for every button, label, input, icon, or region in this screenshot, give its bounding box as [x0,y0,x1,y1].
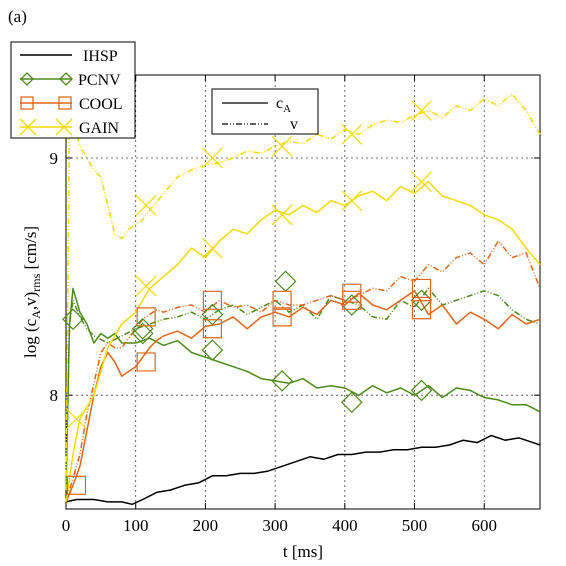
marker-gain [341,123,363,145]
marker-cool [342,290,362,310]
y-axis-label-sub-a: A [29,310,43,319]
marker-pcnv [340,391,363,414]
marker-cool [202,319,222,339]
marker-pcnv [201,303,224,326]
marker-cool [272,307,292,327]
legend-models-box [10,41,136,139]
marker-gain [135,275,157,297]
marker-gain [411,100,432,121]
marker-pcnv [201,339,224,361]
marker-cool [202,290,222,310]
legend-gain-cross [19,118,73,136]
y-tick-label: 8 [50,386,59,405]
series-line-gain-ca [65,180,541,503]
y-axis-label-sub-rms: rms [29,273,43,291]
legend-cool-square [20,96,72,110]
legend-pcnv-diamond [20,72,73,86]
marker-pcnv [274,270,297,293]
marker-gain [271,135,293,157]
legend-v-label: v [290,116,298,133]
legend-models: IHSP PCNV COOL GAIN [10,41,136,139]
legend-ca-label: cA [276,95,291,115]
legend-quantities: cA v [211,88,319,135]
marker-gain [66,408,87,430]
x-tick-label: 300 [262,516,288,535]
marker-cool [411,278,432,299]
marker-cool [136,352,156,372]
marker-pcnv [62,308,84,331]
y-axis-label-mid: ,v) [21,292,40,310]
y-axis-label: log (cA,v)rms [cm/s] [21,226,43,358]
x-tick-label: 200 [193,516,219,535]
legend-pcnv-label: PCNV [78,72,121,89]
axis-ticks: 0 100 200 300 400 500 600 8 9 [50,75,540,535]
plot-frame [65,74,541,510]
series-line-pcnv-ca [65,287,541,491]
series-line-cool-ca [65,290,541,503]
marker-gain [201,237,223,259]
legend-quantities-box [211,88,319,135]
series-line-gain-v [65,93,541,491]
marker-gain [271,204,293,226]
marker-gain [135,195,157,216]
legend-gain-label: GAIN [79,120,119,137]
marker-pcnv [410,379,433,402]
marker-pcnv [271,370,293,392]
marker-cool [272,290,292,310]
x-axis-label: t [ms] [283,542,323,561]
x-tick-label: 600 [471,516,497,535]
y-axis-label-units: [cm/s] [21,226,40,274]
series-line-ihsp-ca [65,434,541,506]
series-line-cool-v [65,240,541,503]
x-tick-label: 400 [332,516,358,535]
y-axis-label-main: log (c [21,318,40,358]
marker-gain [201,147,223,169]
series-line-pcnv-v [65,287,541,491]
marker-gain [341,190,363,212]
grid [66,75,540,509]
marker-cool [411,300,432,320]
marker-cool [66,475,87,495]
marker-pcnv [131,322,154,345]
x-tick-label: 100 [123,516,149,535]
x-tick-label: 0 [62,516,71,535]
legend-cool-label: COOL [79,96,123,113]
marker-cool [342,283,362,303]
marker-gain [411,171,432,193]
x-tick-label: 500 [402,516,428,535]
series-group [65,93,541,506]
legend-ihsp-label: IHSP [83,48,118,65]
markers-group [62,100,433,495]
y-tick-label: 9 [50,149,59,168]
panel-label: (a) [8,7,27,26]
marker-cool [136,307,156,327]
